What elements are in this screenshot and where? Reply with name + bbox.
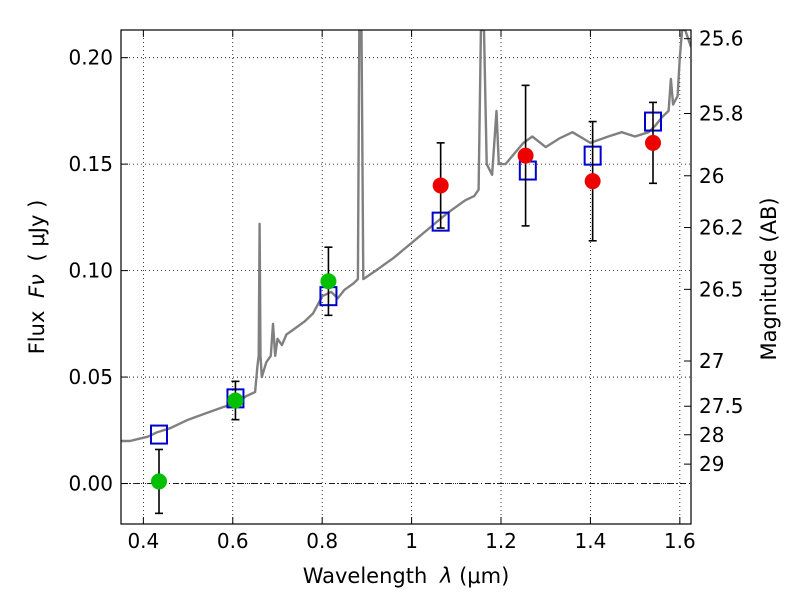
- model-photometry-point: [150, 424, 168, 445]
- x-tick-label: 1.2: [485, 529, 517, 553]
- infrared-flux-point: [517, 147, 534, 164]
- infrared-flux-point: [584, 173, 601, 190]
- x-tick-label: 1.4: [575, 529, 607, 553]
- y-tick-label: 0.00: [68, 472, 113, 496]
- infrared-flux-point: [645, 134, 661, 151]
- x-tick-label: 0.6: [217, 529, 249, 553]
- x-tick-label: 1: [405, 529, 418, 553]
- infrared-flux-point: [432, 177, 449, 194]
- y-tick-label: 0.20: [68, 46, 113, 70]
- axis-ticks: 0.4 0.6 0.8 1 1.2 1.4 1.6 0.00 0.05 0.10 0.15 0.20 2…: [68, 27, 743, 553]
- plot-background: [121, 30, 691, 524]
- magnitude-tick-label: 27: [699, 349, 724, 373]
- optical-flux-point: [227, 392, 244, 409]
- x-tick-label: 0.8: [306, 529, 338, 553]
- x-axis-label: Wavelength λ (μm): [303, 564, 510, 588]
- magnitude-tick-label: 25.6: [699, 27, 744, 51]
- y-tick-label: 0.05: [68, 365, 113, 389]
- plot-frame: [120, 29, 692, 525]
- y-tick-label: 0.10: [68, 259, 113, 283]
- data-points: [150, 84, 662, 515]
- x-tick-label: 1.6: [664, 529, 696, 553]
- optical-flux-point: [320, 273, 337, 290]
- y-axis-label: Flux Fν ( μJy ): [25, 200, 49, 355]
- spectrum-line: [121, 30, 691, 443]
- magnitude-axis-label: Magnitude (AB): [757, 197, 781, 360]
- magnitude-tick-label: 25.8: [699, 102, 744, 126]
- magnitude-tick-label: 26.2: [699, 216, 744, 240]
- magnitude-tick-label: 26.5: [699, 277, 744, 301]
- model-spectrum: [121, 30, 691, 443]
- optical-flux-point: [151, 473, 167, 490]
- magnitude-tick-label: 26: [699, 164, 724, 188]
- magnitude-tick-label: 29: [699, 452, 724, 476]
- magnitude-tick-label: 28: [699, 423, 724, 447]
- y-tick-label: 0.15: [68, 152, 113, 176]
- grid-lines: [121, 30, 691, 524]
- x-tick-label: 0.4: [127, 529, 159, 553]
- magnitude-tick-label: 27.5: [699, 394, 744, 418]
